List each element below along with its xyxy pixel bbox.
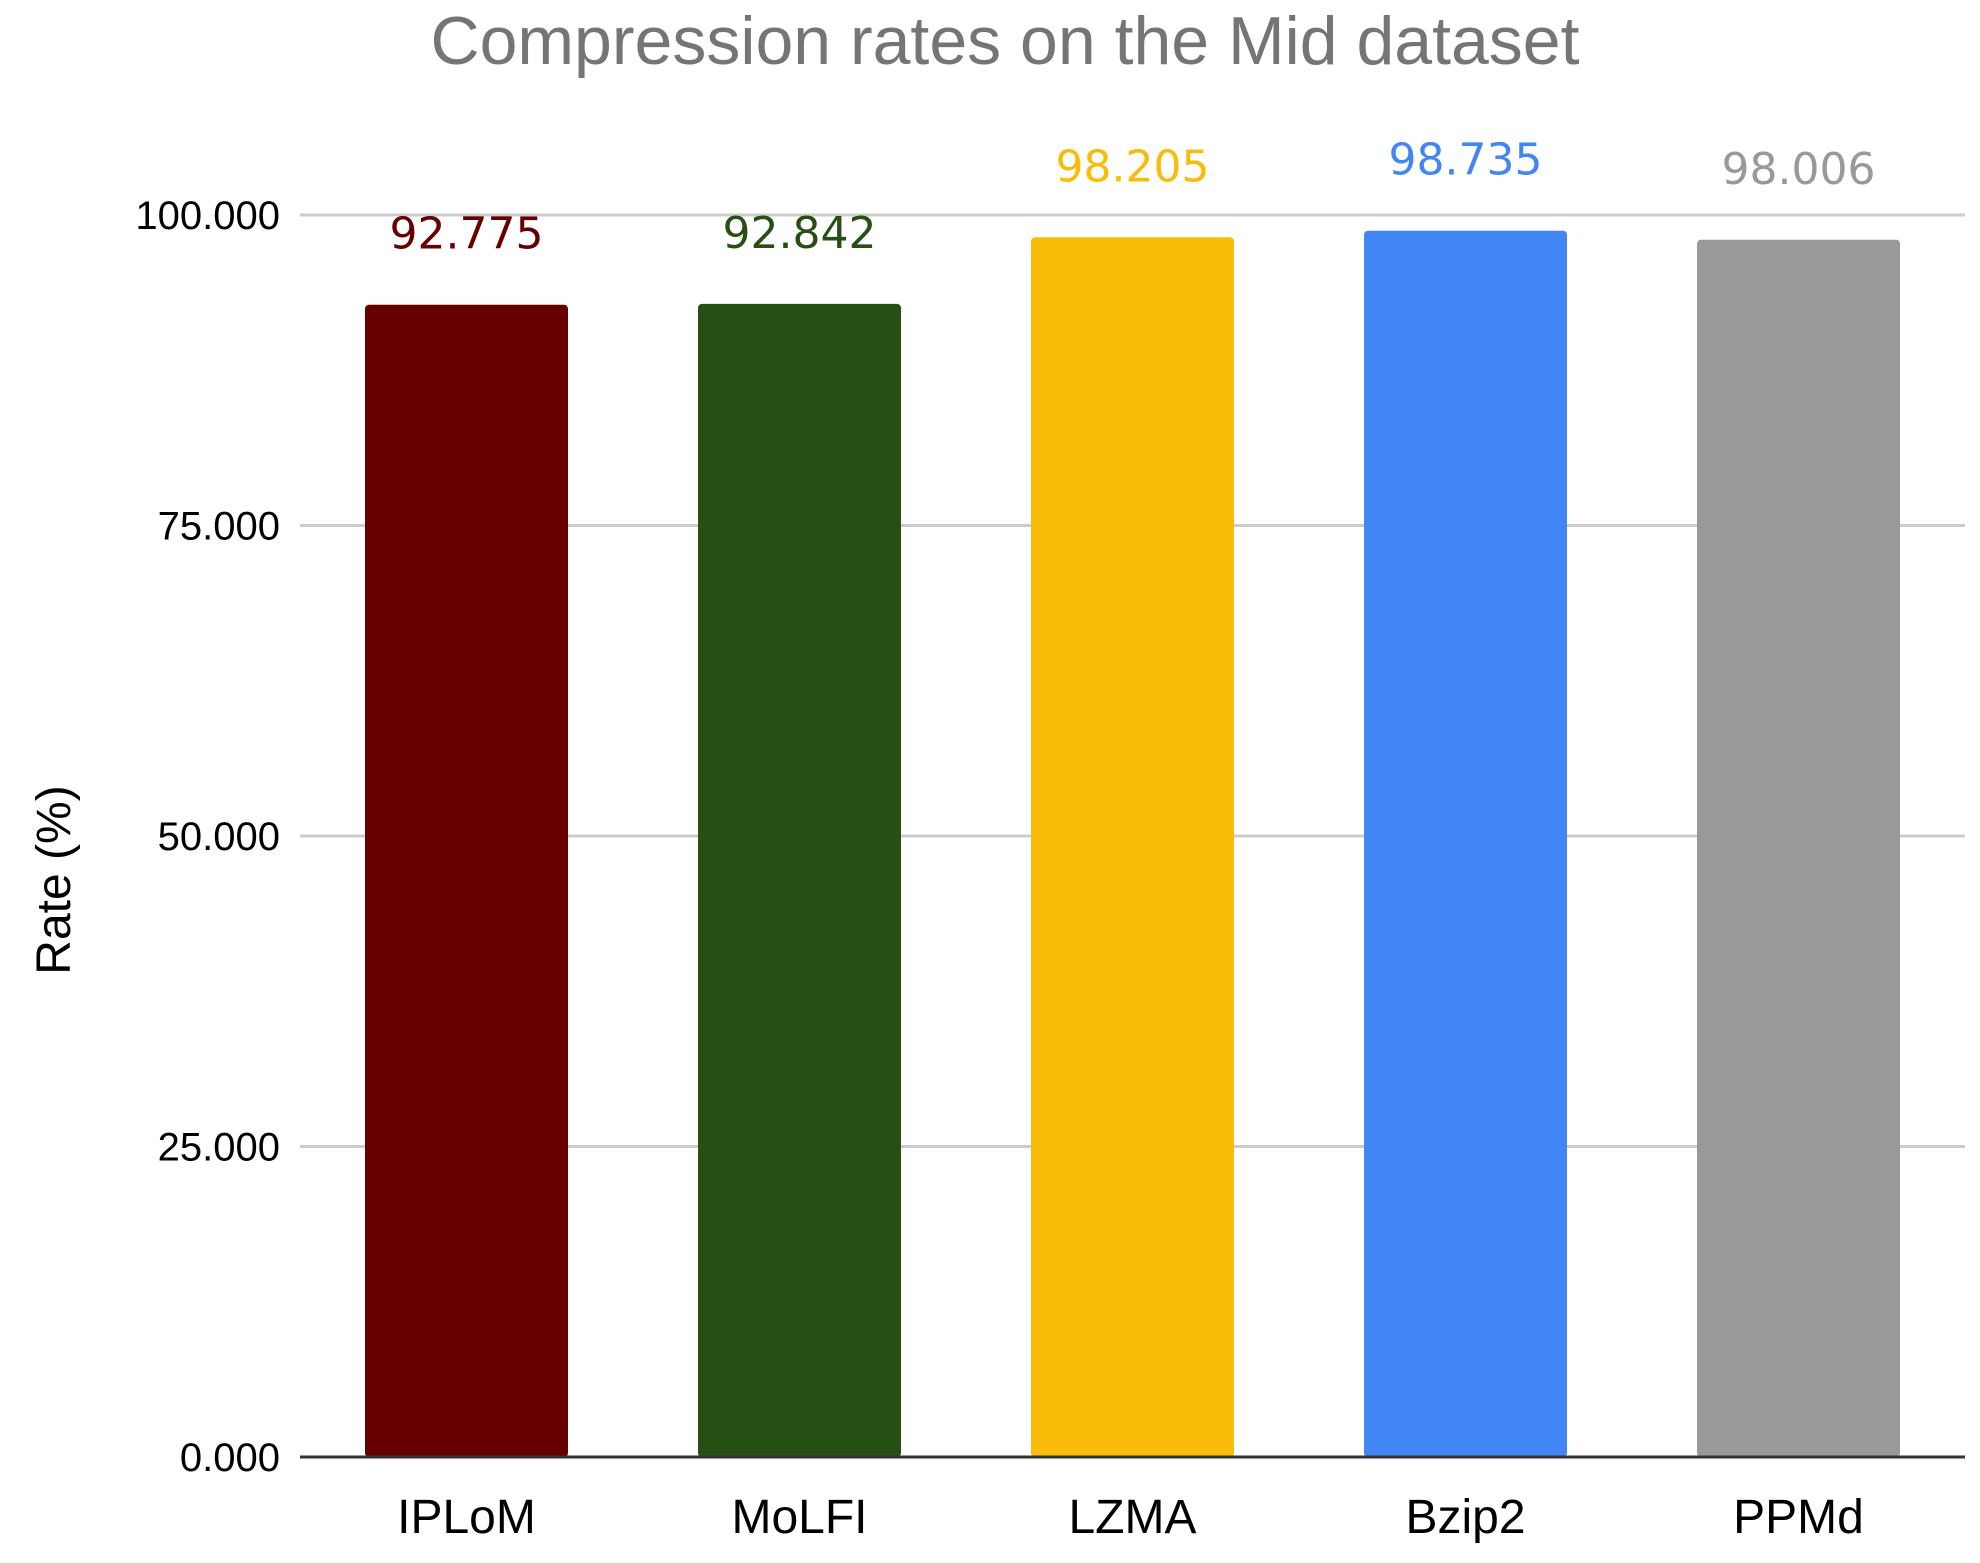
chart-title: Compression rates on the Mid dataset (430, 3, 1579, 79)
bar-ppmd (1697, 239, 1900, 1457)
bars (365, 230, 1900, 1458)
y-tick-label: 75.000 (158, 505, 280, 549)
x-tick-label: IPLoM (397, 1491, 536, 1544)
y-tick-label: 100.000 (135, 194, 280, 238)
data-label-ppmd: 98.006 (1722, 144, 1876, 195)
y-tick-label: 0.000 (180, 1436, 280, 1480)
y-axis-ticks: 0.000 25.000 50.000 75.000 100.000 (135, 194, 280, 1480)
data-label-bzip2: 98.735 (1389, 135, 1543, 186)
data-label-iplom: 92.775 (390, 209, 544, 260)
y-tick-label: 50.000 (158, 815, 280, 859)
x-tick-label: Bzip2 (1405, 1491, 1525, 1544)
bar-molfi (698, 303, 901, 1458)
x-tick-label: LZMA (1068, 1491, 1196, 1544)
x-axis-ticks: IPLoM MoLFI LZMA Bzip2 PPMd (397, 1491, 1864, 1544)
bar-lzma (1031, 237, 1234, 1457)
bar-bzip2 (1364, 230, 1567, 1457)
x-tick-label: PPMd (1733, 1491, 1864, 1544)
data-label-molfi: 92.842 (723, 208, 877, 259)
y-axis-label: Rate (%) (28, 785, 81, 974)
data-label-lzma: 98.205 (1056, 141, 1210, 192)
y-tick-label: 25.000 (158, 1126, 280, 1170)
data-labels: 92.775 92.842 98.205 98.735 98.006 (390, 135, 1876, 260)
bar-iplom (365, 304, 568, 1457)
x-tick-label: MoLFI (731, 1491, 867, 1544)
